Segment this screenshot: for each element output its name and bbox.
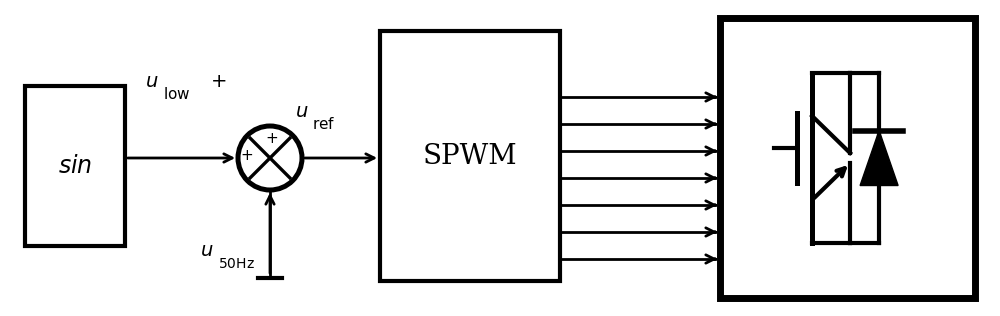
Text: $u$: $u$	[295, 101, 308, 120]
Text: SPWM: SPWM	[423, 143, 517, 169]
Text: $\rm{50Hz}$: $\rm{50Hz}$	[218, 257, 255, 271]
Text: $u$: $u$	[200, 241, 213, 260]
Text: $+$: $+$	[210, 71, 226, 90]
Text: $\mathit{sin}$: $\mathit{sin}$	[58, 154, 92, 178]
Text: $\rm{low}$: $\rm{low}$	[163, 86, 190, 102]
Bar	[380, 31, 560, 281]
Bar	[25, 86, 125, 246]
Text: $u$: $u$	[145, 71, 158, 90]
Polygon shape	[860, 131, 898, 185]
Text: +: +	[241, 149, 253, 163]
Text: +: +	[266, 131, 278, 146]
Circle shape	[238, 126, 302, 190]
Bar	[720, 18, 975, 298]
Text: $\rm{ref}$: $\rm{ref}$	[312, 116, 335, 132]
